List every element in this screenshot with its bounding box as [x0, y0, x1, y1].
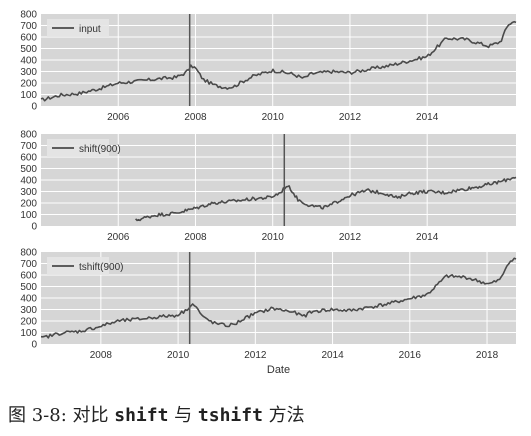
series-line: [40, 20, 517, 102]
y-tick-label: 0: [31, 222, 37, 233]
x-tick-label: 2014: [416, 112, 439, 123]
y-tick-label: 200: [20, 79, 37, 90]
y-tick-label: 400: [20, 294, 37, 305]
x-tick-label: 2008: [90, 350, 113, 361]
x-tick-label: 2012: [339, 232, 362, 243]
x-tick-label: 2012: [244, 350, 267, 361]
figure-caption: 图 3-8: 对比 shift 与 tshift 方法: [8, 401, 305, 427]
x-tick-label: 2010: [167, 350, 190, 361]
y-tick-label: 600: [20, 271, 37, 282]
y-tick-label: 300: [20, 305, 37, 316]
x-tick-label: 2010: [262, 232, 285, 243]
legend-label: tshift(900): [79, 262, 123, 273]
legend-label: input: [79, 24, 101, 35]
y-tick-label: 500: [20, 282, 37, 293]
x-axis-label: Date: [267, 364, 290, 376]
legend: tshift(900): [47, 257, 123, 275]
y-tick-label: 700: [20, 259, 37, 270]
y-tick-label: 500: [20, 164, 37, 175]
x-tick-label: 2008: [184, 232, 207, 243]
y-tick-label: 100: [20, 90, 37, 101]
caption-text-suffix: 方法: [268, 405, 305, 426]
x-tick-label: 2014: [416, 232, 439, 243]
x-tick-label: 2010: [262, 112, 285, 123]
legend-box: [47, 19, 109, 37]
y-tick-label: 300: [20, 187, 37, 198]
legend-box: [47, 139, 109, 157]
y-tick-label: 800: [20, 10, 37, 21]
y-tick-label: 100: [20, 328, 37, 339]
y-tick-label: 0: [31, 102, 37, 113]
legend-box: [47, 257, 109, 275]
x-tick-label: 2014: [321, 350, 344, 361]
x-tick-label: 2006: [107, 112, 130, 123]
x-tick-label: 2006: [107, 232, 130, 243]
caption-figure-label: 图 3-8:: [8, 405, 67, 426]
caption-code-tshift: tshift: [197, 405, 263, 426]
y-tick-label: 500: [20, 44, 37, 55]
legend-label: shift(900): [79, 144, 121, 155]
y-tick-label: 200: [20, 199, 37, 210]
y-tick-label: 700: [20, 21, 37, 32]
y-tick-label: 700: [20, 141, 37, 152]
x-tick-label: 2012: [339, 112, 362, 123]
y-tick-label: 600: [20, 33, 37, 44]
y-tick-label: 800: [20, 130, 37, 141]
caption-code-shift: shift: [114, 405, 169, 426]
y-tick-label: 0: [31, 340, 37, 351]
caption-text-prefix: 对比: [72, 405, 109, 426]
legend: input: [47, 19, 109, 37]
y-tick-label: 400: [20, 176, 37, 187]
y-tick-label: 300: [20, 67, 37, 78]
y-tick-label: 800: [20, 248, 37, 259]
y-tick-label: 200: [20, 317, 37, 328]
series-line: [135, 176, 517, 222]
y-tick-label: 100: [20, 210, 37, 221]
x-tick-label: 2008: [184, 112, 207, 123]
x-tick-label: 2016: [399, 350, 422, 361]
x-tick-label: 2018: [476, 350, 499, 361]
y-tick-label: 400: [20, 56, 37, 67]
series-line: [40, 257, 517, 339]
y-tick-label: 600: [20, 153, 37, 164]
caption-text-mid: 与: [174, 405, 193, 426]
legend: shift(900): [47, 139, 121, 157]
